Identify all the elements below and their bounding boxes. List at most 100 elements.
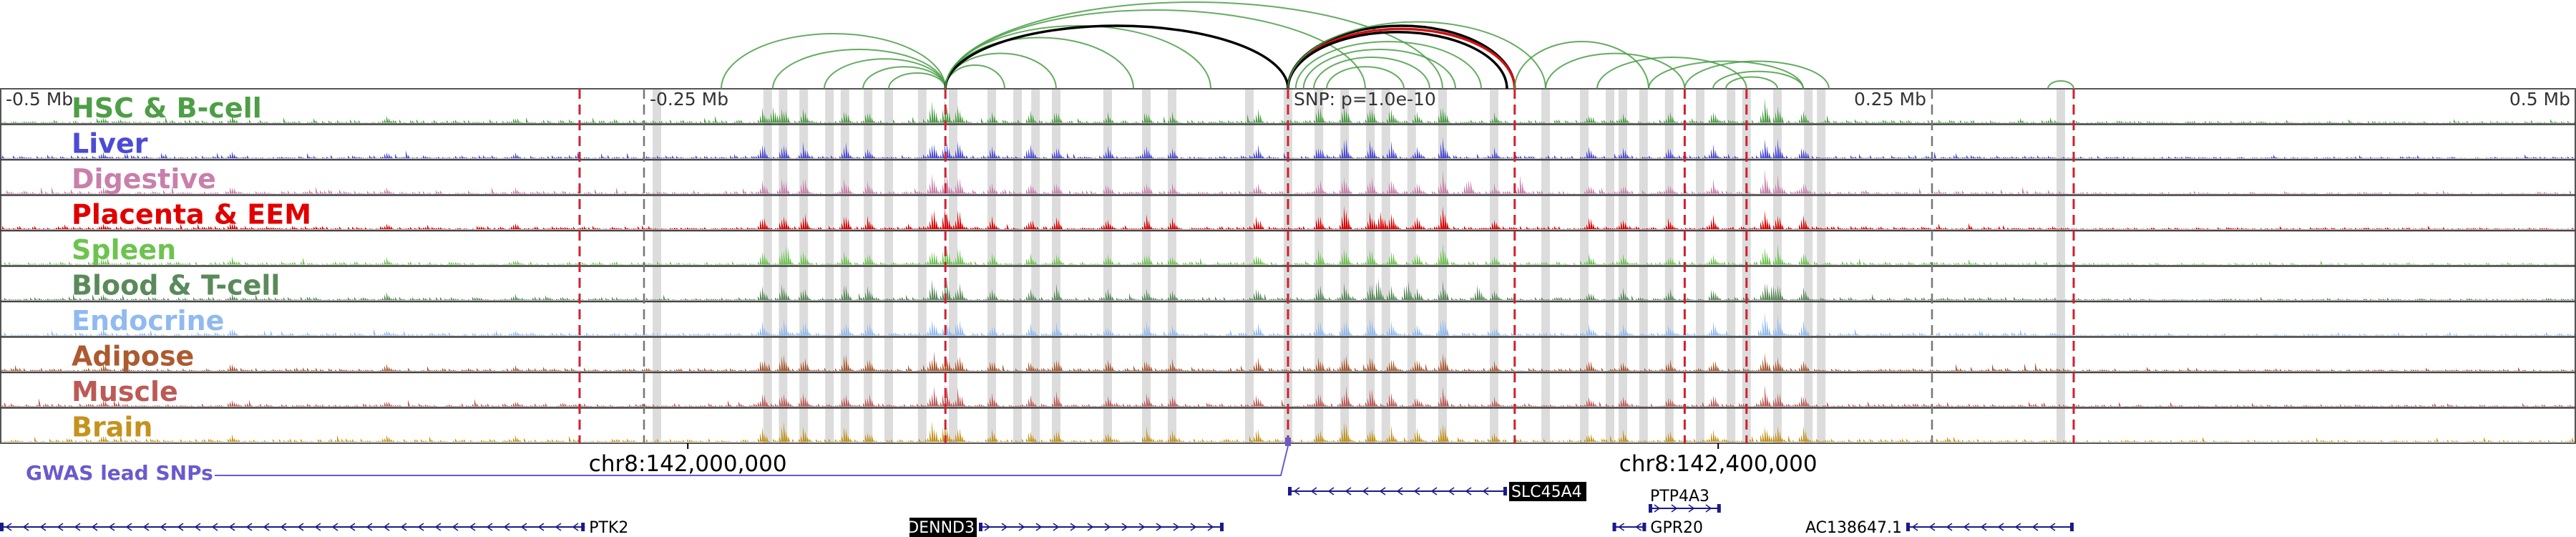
strand-arrow (245, 523, 253, 531)
strand-arrow (555, 523, 562, 531)
strand-arrow (194, 523, 201, 531)
strand-arrow (1705, 504, 1712, 513)
strand-arrow (177, 523, 184, 531)
strand-arrow (160, 523, 167, 531)
strand-arrow (5, 523, 12, 531)
strand-arrow (417, 523, 424, 531)
strand-arrow (74, 523, 81, 531)
strand-arrow (1310, 487, 1317, 495)
gene-exon (1288, 487, 1292, 495)
gene-label-bg (1509, 482, 1586, 501)
strand-arrow (125, 523, 132, 531)
strand-arrow (1413, 487, 1420, 495)
interaction-arc (1545, 52, 1686, 90)
strand-arrow (572, 523, 579, 531)
chromosome-coordinates: chr8:142,000,000 chr8:142,400,000 (589, 443, 1818, 477)
strand-arrow (452, 523, 459, 531)
interaction-arc (1313, 57, 1430, 90)
gene-exon (0, 523, 4, 531)
strand-arrow (1156, 523, 1163, 531)
strand-arrow (400, 523, 407, 531)
track-label: Endocrine (72, 305, 224, 337)
interaction-arc (1712, 70, 1804, 90)
axis-labels: -0.5 Mb -0.25 Mb SNP: p=1.0e-10 0.25 Mb 0.5 … (6, 89, 2570, 110)
strand-arrow (1070, 523, 1077, 531)
strand-arrow (1482, 487, 1489, 495)
strand-arrow (503, 523, 510, 531)
strand-arrow (520, 523, 527, 531)
gene-exon (1642, 523, 1646, 531)
strand-arrow (366, 523, 373, 531)
strand-arrow (22, 523, 29, 531)
strand-arrow (57, 523, 64, 531)
strand-arrow (1104, 523, 1111, 531)
strand-arrow (1053, 523, 1060, 531)
strand-arrow (1688, 504, 1695, 513)
strand-arrow (1362, 487, 1369, 495)
interaction-arc (1684, 60, 1830, 90)
strand-arrow (1379, 487, 1386, 495)
interaction-arc (1513, 41, 1649, 90)
strand-arrow (1121, 523, 1128, 531)
interaction-arc (1326, 66, 1405, 90)
strand-arrow (108, 523, 115, 531)
strand-arrow (1345, 487, 1352, 495)
strand-arrow (1087, 523, 1094, 531)
strand-arrow (984, 523, 991, 531)
strand-arrow (383, 523, 390, 531)
gene-exon (2070, 523, 2074, 531)
track-label: Liver (72, 128, 148, 160)
gene-exon (581, 523, 585, 531)
strand-arrow (1911, 523, 1918, 531)
axis-label: -0.5 Mb (6, 89, 73, 110)
strand-arrow (2049, 523, 2056, 531)
interaction-arc (888, 72, 947, 90)
strand-arrow (537, 523, 545, 531)
track-label: Placenta & EEM (72, 199, 311, 231)
interaction-arc (1725, 76, 1778, 90)
gwas-snp-marker (1285, 437, 1291, 446)
strand-arrow (1293, 487, 1300, 495)
strand-arrow (1618, 523, 1625, 531)
strand-arrow (297, 523, 304, 531)
interaction-arc (945, 25, 1211, 90)
strand-arrow (1396, 487, 1403, 495)
strand-arrow (1997, 523, 2004, 531)
strand-arrow (39, 523, 47, 531)
axis-label: SNP: p=1.0e-10 (1294, 89, 1436, 110)
interaction-arc (2047, 80, 2074, 90)
strand-arrow (331, 523, 338, 531)
interaction-arc (824, 58, 947, 90)
interaction-arc (772, 49, 947, 90)
interaction-arc (862, 66, 947, 90)
gene-exon (979, 523, 982, 531)
strand-arrow (2014, 523, 2021, 531)
strand-arrow (1928, 523, 1936, 531)
strand-arrow (1035, 523, 1043, 531)
track-label: Spleen (72, 234, 176, 266)
gene-exon (1717, 504, 1721, 513)
strand-arrow (1654, 504, 1661, 513)
coordinate-label: chr8:142,400,000 (1619, 451, 1818, 477)
gene-exon (1503, 487, 1507, 495)
interaction-arc (1596, 57, 1747, 90)
strand-arrow (1671, 504, 1678, 513)
gene-label: GPR20 (1650, 519, 1703, 537)
axis-label: 0.25 Mb (1854, 89, 1926, 110)
strand-arrow (1946, 523, 1953, 531)
strand-arrow (1963, 523, 1970, 531)
interaction-arcs (721, 1, 2074, 90)
axis-label: -0.25 Mb (650, 89, 728, 110)
gene-label: DENND3 (907, 519, 975, 537)
axis-label: 0.5 Mb (2509, 89, 2570, 110)
track-label: Blood & T-cell (72, 270, 280, 301)
strand-arrow (1173, 523, 1180, 531)
gene-label: PTK2 (589, 519, 628, 537)
gene-exon (1649, 504, 1652, 513)
strand-arrow (228, 523, 235, 531)
strand-arrow (1635, 523, 1642, 531)
interaction-arc (1294, 41, 1482, 90)
gene-label: SLC45A4 (1511, 483, 1582, 501)
strand-arrow (1190, 523, 1197, 531)
